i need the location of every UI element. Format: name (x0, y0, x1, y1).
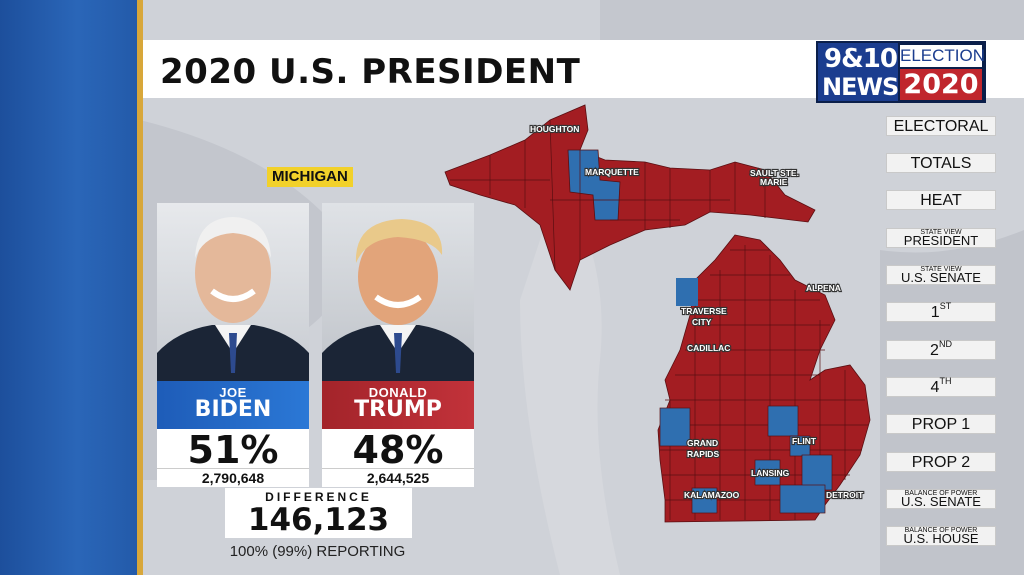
station-logo: 9&10 NEWS ELECTION 2020 (816, 41, 986, 103)
menu-sublabel: STATE VIEW (920, 229, 962, 236)
city-label: TRAVERSE (681, 306, 727, 316)
candidate-name-band-biden: JOE BIDEN (157, 381, 309, 429)
page-title: 2020 U.S. PRESIDENT (160, 52, 581, 92)
michigan-county-map: HOUGHTON MARQUETTE SAULT STE. MARIE ALPE… (444, 104, 871, 523)
logo-election-label: ELECTION (900, 45, 986, 67)
county-kalamazoo (691, 487, 718, 514)
menu-button-prop-1[interactable]: PROP 1 (886, 414, 996, 434)
menu-ordinal: ST (939, 301, 952, 311)
candidate-photo-trump (322, 203, 474, 381)
menu-label: PROP 2 (911, 454, 971, 471)
menu-button-district-2[interactable]: 2ND (886, 339, 996, 360)
menu-button-state-senate[interactable]: STATE VIEW U.S. SENATE (886, 265, 996, 285)
menu-button-heat[interactable]: HEAT (886, 190, 996, 210)
difference-box: DIFFERENCE 146,123 (225, 488, 412, 538)
menu-button-state-president[interactable]: STATE VIEW PRESIDENT (886, 228, 996, 248)
candidate-votes: 2,790,648 (157, 468, 309, 487)
city-label: KALAMAZOO (684, 490, 740, 500)
left-accent-strip (0, 0, 140, 575)
logo-station-number: 9&10 (824, 44, 898, 74)
county-saginaw-area (789, 435, 811, 457)
menu-button-balance-house[interactable]: BALANCE OF POWER U.S. HOUSE (886, 526, 996, 546)
city-label: LANSING (751, 468, 790, 478)
city-label: GRAND (687, 438, 718, 448)
county-wayne (779, 484, 826, 514)
candidate-percent-box: 48% (322, 428, 474, 472)
city-label: MARIE (760, 177, 788, 187)
logo-year: 2020 (900, 69, 982, 100)
menu-label: U.S. SENATE (901, 270, 981, 285)
county-genesee (767, 405, 799, 437)
menu-label: HEAT (920, 192, 962, 209)
candidate-percent-box: 51% (157, 428, 309, 472)
menu-button-district-4[interactable]: 4TH (886, 376, 996, 397)
city-label: DETROIT (826, 490, 864, 500)
menu-label: 1 (930, 304, 940, 321)
menu-label: 2 (930, 342, 939, 359)
menu-button-balance-senate[interactable]: BALANCE OF POWER U.S. SENATE (886, 489, 996, 509)
candidate-first-name: DONALD (368, 385, 428, 400)
county-lines (450, 119, 868, 520)
menu-label: U.S. SENATE (901, 494, 981, 509)
candidate-last-name: BIDEN (194, 397, 272, 422)
county-kent (659, 407, 691, 447)
city-label: CADILLAC (687, 343, 730, 353)
city-label: CITY (692, 317, 712, 327)
upper-peninsula (444, 104, 816, 291)
menu-sublabel: BALANCE OF POWER (904, 527, 978, 534)
menu-label: PRESIDENT (903, 233, 979, 248)
menu-label: 4 (930, 379, 940, 396)
candidate-last-name: TRUMP (354, 397, 442, 422)
county-ingham (754, 459, 781, 486)
logo-left-panel: 9&10 NEWS (818, 43, 899, 101)
menu-label: U.S. HOUSE (903, 531, 979, 546)
city-label: RAPIDS (687, 449, 719, 459)
menu-button-totals[interactable]: TOTALS (886, 153, 996, 173)
candidate-photo-biden (157, 203, 309, 381)
difference-label: DIFFERENCE (265, 490, 372, 504)
city-label: SAULT STE. (750, 168, 799, 178)
city-label: ALPENA (806, 283, 841, 293)
menu-ordinal: TH (939, 376, 952, 386)
candidate-first-name: JOE (219, 385, 247, 400)
candidate-percent: 48% (352, 428, 444, 472)
city-label: HOUGHTON (530, 124, 579, 134)
menu-label: PROP 1 (911, 416, 971, 433)
menu-sublabel: BALANCE OF POWER (904, 490, 978, 497)
menu-button-district-1[interactable]: 1ST (886, 301, 996, 322)
city-label: MARQUETTE (585, 167, 639, 177)
state-label: MICHIGAN (267, 167, 353, 187)
menu-ordinal: ND (938, 339, 952, 349)
menu-label: ELECTORAL (893, 118, 989, 135)
menu-sublabel: STATE VIEW (920, 266, 962, 273)
county-grand-traverse (676, 278, 698, 306)
menu-button-prop-2[interactable]: PROP 2 (886, 452, 996, 472)
difference-value: 146,123 (247, 502, 390, 538)
candidate-name-band-trump: DONALD TRUMP (322, 381, 474, 429)
gold-divider (137, 0, 143, 575)
city-label: FLINT (792, 436, 817, 446)
county-oakland (801, 454, 833, 491)
candidate-votes: 2,644,525 (322, 468, 474, 487)
candidate-percent: 51% (187, 428, 279, 472)
logo-news-text: NEWS (822, 73, 899, 101)
reporting-status: 100% (99%) REPORTING (229, 543, 406, 560)
menu-label: TOTALS (910, 155, 972, 172)
menu-button-electoral[interactable]: ELECTORAL (886, 116, 996, 136)
